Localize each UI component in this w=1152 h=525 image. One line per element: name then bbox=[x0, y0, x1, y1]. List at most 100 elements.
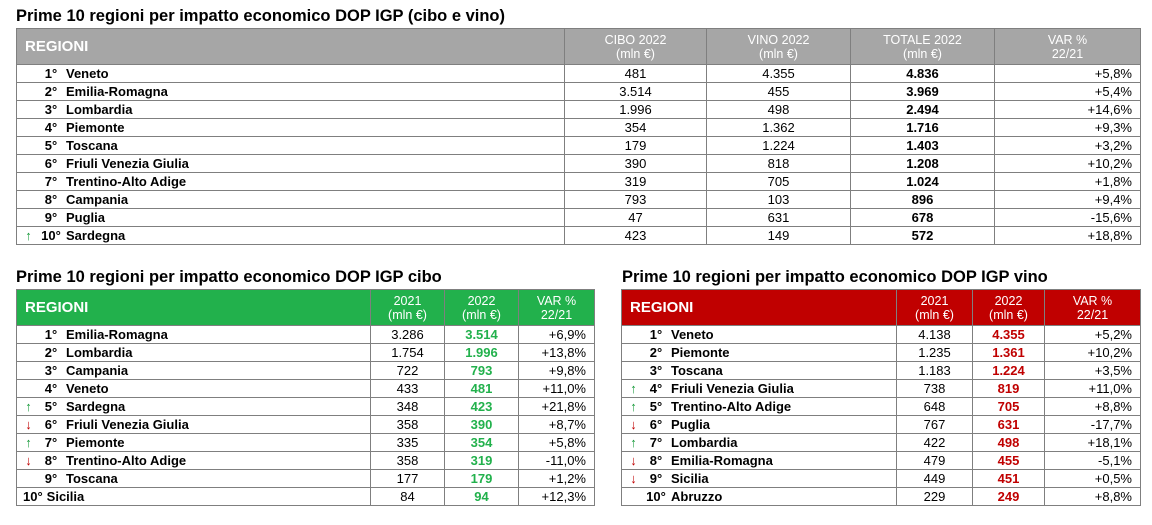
region-cell: 9° Toscana bbox=[16, 469, 371, 488]
region-cell: 4° Veneto bbox=[16, 379, 371, 398]
var-pct-cell: +12,3% bbox=[518, 487, 595, 506]
vino-2022-cell: 818 bbox=[706, 154, 851, 173]
totale-2022-cell: 4.836 bbox=[850, 64, 995, 83]
header-regioni: REGIONI bbox=[16, 289, 371, 326]
region-name: Piemonte bbox=[66, 120, 125, 135]
rank: 1° bbox=[44, 327, 58, 342]
region-name: Veneto bbox=[671, 327, 714, 342]
table-row: ↑ 7° Piemonte 335 354 +5,8% bbox=[16, 433, 595, 452]
region-name: Friuli Venezia Giulia bbox=[66, 417, 189, 432]
cibo-2022-cell: 793 bbox=[564, 190, 707, 209]
header-2021: 2021 (mln €) bbox=[896, 289, 973, 326]
var-pct-cell: +5,8% bbox=[994, 64, 1141, 83]
var-pct-cell: +9,4% bbox=[994, 190, 1141, 209]
cibo-2022-cell: 3.514 bbox=[564, 82, 707, 101]
value-2021-cell: 1.235 bbox=[896, 343, 973, 362]
cibo-2022-cell: 481 bbox=[564, 64, 707, 83]
rank: 4° bbox=[649, 381, 663, 396]
var-pct-cell: +10,2% bbox=[1044, 343, 1141, 362]
region-cell: ↓ 8° Trentino-Alto Adige bbox=[16, 451, 371, 470]
totale-2022-cell: 572 bbox=[850, 226, 995, 245]
rank: 9° bbox=[44, 471, 58, 486]
value-2021-cell: 1.183 bbox=[896, 361, 973, 380]
var-pct-cell: +1,8% bbox=[994, 172, 1141, 191]
value-2021-cell: 1.754 bbox=[370, 343, 445, 362]
region-name: Piemonte bbox=[66, 435, 125, 450]
value-2021-cell: 4.138 bbox=[896, 325, 973, 344]
header-var-pct: VAR % 22/21 bbox=[994, 28, 1141, 65]
region-cell: ↑ 7° Piemonte bbox=[16, 433, 371, 452]
region-cell: ↑ 5° Sardegna bbox=[16, 397, 371, 416]
value-2022-cell: 4.355 bbox=[972, 325, 1045, 344]
var-pct-cell: -17,7% bbox=[1044, 415, 1141, 434]
cibo-2022-cell: 354 bbox=[564, 118, 707, 137]
region-name: Lombardia bbox=[671, 435, 738, 450]
var-pct-cell: +14,6% bbox=[994, 100, 1141, 119]
food-ranking-table: REGIONI 2021 (mln €) 2022 (mln €) VAR % 22/… bbox=[16, 289, 595, 506]
rank: 6° bbox=[44, 417, 58, 432]
value-2022-cell: 1.224 bbox=[972, 361, 1045, 380]
header-2022: 2022 (mln €) bbox=[972, 289, 1045, 326]
var-pct-cell: +9,3% bbox=[994, 118, 1141, 137]
table-row: ↓ 6° Friuli Venezia Giulia 358 390 +8,7% bbox=[16, 415, 595, 434]
value-2021-cell: 177 bbox=[370, 469, 445, 488]
region-name: Lombardia bbox=[66, 345, 133, 360]
cibo-2022-cell: 179 bbox=[564, 136, 707, 155]
region-cell: ↑ 5° Trentino-Alto Adige bbox=[621, 397, 897, 416]
cibo-2022-cell: 390 bbox=[564, 154, 707, 173]
region-name: Campania bbox=[66, 192, 129, 207]
top-table-title: Prime 10 regioni per impatto economico D… bbox=[16, 7, 505, 25]
totale-2022-cell: 3.969 bbox=[850, 82, 995, 101]
value-2021-cell: 648 bbox=[896, 397, 973, 416]
table-row: 9° Toscana 177 179 +1,2% bbox=[16, 469, 595, 488]
value-2022-cell: 179 bbox=[444, 469, 519, 488]
rank: 8° bbox=[649, 453, 663, 468]
value-2021-cell: 738 bbox=[896, 379, 973, 398]
region-name: Campania bbox=[66, 363, 129, 378]
value-2021-cell: 358 bbox=[370, 451, 445, 470]
rank: 5° bbox=[44, 138, 58, 153]
value-2021-cell: 479 bbox=[896, 451, 973, 470]
table-row: ↑ 5° Trentino-Alto Adige 648 705 +8,8% bbox=[621, 397, 1141, 416]
region-name: Veneto bbox=[66, 381, 109, 396]
arrow-down-icon: ↓ bbox=[630, 453, 637, 468]
table-row: 8° Campania 793 103 896 +9,4% bbox=[16, 190, 1141, 209]
header-regioni: REGIONI bbox=[16, 28, 565, 65]
region-cell: ↓ 9° Sicilia bbox=[621, 469, 897, 488]
value-2022-cell: 94 bbox=[444, 487, 519, 506]
region-name: Emilia-Romagna bbox=[66, 84, 168, 99]
table-header-row: REGIONI 2021 (mln €) 2022 (mln €) VAR % 22/… bbox=[16, 289, 595, 326]
table-header-row: REGIONI CIBO 2022 (mln €) VINO 2022 (mln €… bbox=[16, 28, 1141, 65]
var-pct-cell: +1,2% bbox=[518, 469, 595, 488]
rank: 9° bbox=[649, 471, 663, 486]
region-cell: 2° Lombardia bbox=[16, 343, 371, 362]
table-row: ↑ 10° Sardegna 423 149 572 +18,8% bbox=[16, 226, 1141, 245]
region-cell: 10° Abruzzo bbox=[621, 487, 897, 506]
header-vino-2022: VINO 2022 (mln €) bbox=[706, 28, 851, 65]
region-cell: 8° Campania bbox=[16, 190, 565, 209]
header-totale-2022: TOTALE 2022 (mln €) bbox=[850, 28, 995, 65]
value-2021-cell: 229 bbox=[896, 487, 973, 506]
header-cibo-2022: CIBO 2022 (mln €) bbox=[564, 28, 707, 65]
table-row: ↑ 4° Friuli Venezia Giulia 738 819 +11,0% bbox=[621, 379, 1141, 398]
region-cell: 3° Campania bbox=[16, 361, 371, 380]
region-cell: ↓ 6° Puglia bbox=[621, 415, 897, 434]
value-2021-cell: 3.286 bbox=[370, 325, 445, 344]
region-name: Lombardia bbox=[66, 102, 133, 117]
region-name: Trentino-Alto Adige bbox=[671, 399, 792, 414]
table-row: 3° Toscana 1.183 1.224 +3,5% bbox=[621, 361, 1141, 380]
table-row: 1° Emilia-Romagna 3.286 3.514 +6,9% bbox=[16, 325, 595, 344]
var-pct-cell: +0,5% bbox=[1044, 469, 1141, 488]
value-2022-cell: 481 bbox=[444, 379, 519, 398]
region-cell: 1° Emilia-Romagna bbox=[16, 325, 371, 344]
rank: 10° bbox=[646, 489, 666, 504]
region-name: Emilia-Romagna bbox=[671, 453, 773, 468]
rank: 7° bbox=[44, 435, 58, 450]
table-row: 2° Piemonte 1.235 1.361 +10,2% bbox=[621, 343, 1141, 362]
var-pct-cell: +18,1% bbox=[1044, 433, 1141, 452]
rank: 3° bbox=[44, 102, 58, 117]
rank: 7° bbox=[44, 174, 58, 189]
region-name: Abruzzo bbox=[671, 489, 723, 504]
food-table-title: Prime 10 regioni per impatto economico D… bbox=[16, 268, 442, 286]
rank: 7° bbox=[649, 435, 663, 450]
